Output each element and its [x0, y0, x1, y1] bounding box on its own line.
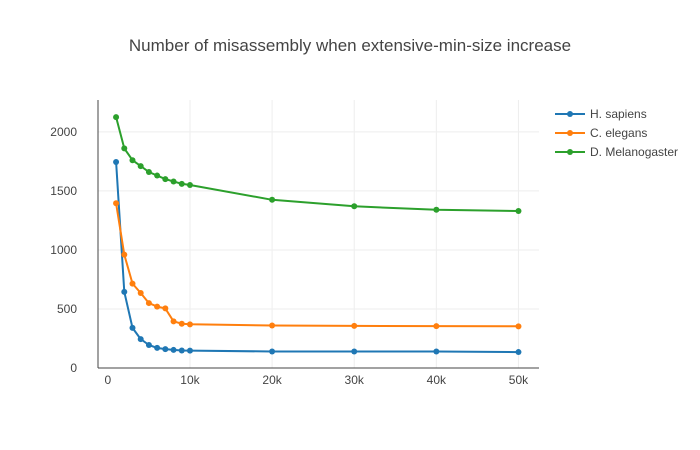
data-point[interactable] — [351, 348, 358, 355]
data-point[interactable] — [433, 323, 440, 330]
data-point[interactable] — [137, 290, 144, 297]
x-tick-label: 30k — [345, 373, 365, 387]
y-tick-label: 500 — [57, 302, 77, 316]
series-c-elegans — [113, 200, 522, 330]
data-point[interactable] — [113, 114, 120, 121]
legend[interactable]: H. sapiens C. elegans D. Melanogaster — [555, 107, 678, 159]
data-point[interactable] — [351, 203, 358, 210]
legend-item[interactable]: H. sapiens — [555, 107, 647, 121]
data-point[interactable] — [170, 178, 177, 185]
data-point[interactable] — [269, 348, 276, 355]
data-point[interactable] — [186, 321, 193, 328]
data-point[interactable] — [162, 305, 169, 312]
data-point[interactable] — [178, 347, 185, 354]
x-tick-label: 50k — [509, 373, 529, 387]
legend-label: D. Melanogaster — [590, 145, 678, 159]
data-point[interactable] — [269, 196, 276, 203]
x-tick-label: 20k — [262, 373, 282, 387]
data-point[interactable] — [269, 322, 276, 329]
data-point[interactable] — [154, 344, 161, 351]
data-point[interactable] — [129, 157, 136, 164]
data-point[interactable] — [433, 348, 440, 355]
series-line — [115, 116, 519, 212]
legend-label: H. sapiens — [590, 107, 647, 121]
data-point[interactable] — [162, 176, 169, 183]
data-point[interactable] — [186, 182, 193, 189]
data-point[interactable] — [137, 336, 144, 343]
y-tick-label: 1500 — [50, 184, 77, 198]
legend-swatch-marker — [567, 130, 573, 136]
legend-item[interactable]: C. elegans — [555, 126, 647, 140]
data-point[interactable] — [154, 303, 161, 310]
data-point[interactable] — [137, 163, 144, 170]
data-point[interactable] — [121, 251, 128, 258]
axes: 0 10k 20k 30k 40k 50k 0 500 1000 1500 2000 — [50, 100, 539, 387]
grid-lines — [98, 100, 539, 368]
series-layer — [113, 114, 522, 356]
data-point[interactable] — [170, 346, 177, 353]
y-tick-label: 1000 — [50, 243, 77, 257]
data-point[interactable] — [121, 145, 128, 152]
x-tick-label: 10k — [180, 373, 200, 387]
data-point[interactable] — [145, 341, 152, 348]
chart-title: Number of misassembly when extensive-min… — [129, 36, 571, 55]
data-point[interactable] — [178, 320, 185, 327]
data-point[interactable] — [515, 349, 522, 356]
data-point[interactable] — [129, 324, 136, 331]
data-point[interactable] — [515, 323, 522, 330]
legend-swatch-marker — [567, 111, 573, 117]
data-point[interactable] — [145, 300, 152, 307]
x-tick-label: 0 — [105, 373, 112, 387]
series-h-sapiens — [113, 158, 522, 356]
data-point[interactable] — [186, 347, 193, 354]
series-d-melanogaster — [113, 114, 522, 214]
data-point[interactable] — [178, 180, 185, 187]
data-point[interactable] — [113, 200, 120, 207]
data-point[interactable] — [145, 169, 152, 176]
legend-label: C. elegans — [590, 126, 647, 140]
legend-item[interactable]: D. Melanogaster — [555, 145, 678, 159]
data-point[interactable] — [433, 206, 440, 213]
y-tick-label: 2000 — [50, 125, 77, 139]
legend-swatch-marker — [567, 149, 573, 155]
x-tick-label: 40k — [427, 373, 447, 387]
data-point[interactable] — [121, 288, 128, 295]
data-point[interactable] — [170, 318, 177, 325]
y-tick-label: 0 — [70, 361, 77, 375]
data-point[interactable] — [351, 322, 358, 329]
data-point[interactable] — [154, 172, 161, 179]
data-point[interactable] — [515, 207, 522, 214]
series-line — [115, 203, 519, 328]
data-point[interactable] — [162, 346, 169, 353]
data-point[interactable] — [113, 158, 120, 165]
data-point[interactable] — [129, 280, 136, 287]
